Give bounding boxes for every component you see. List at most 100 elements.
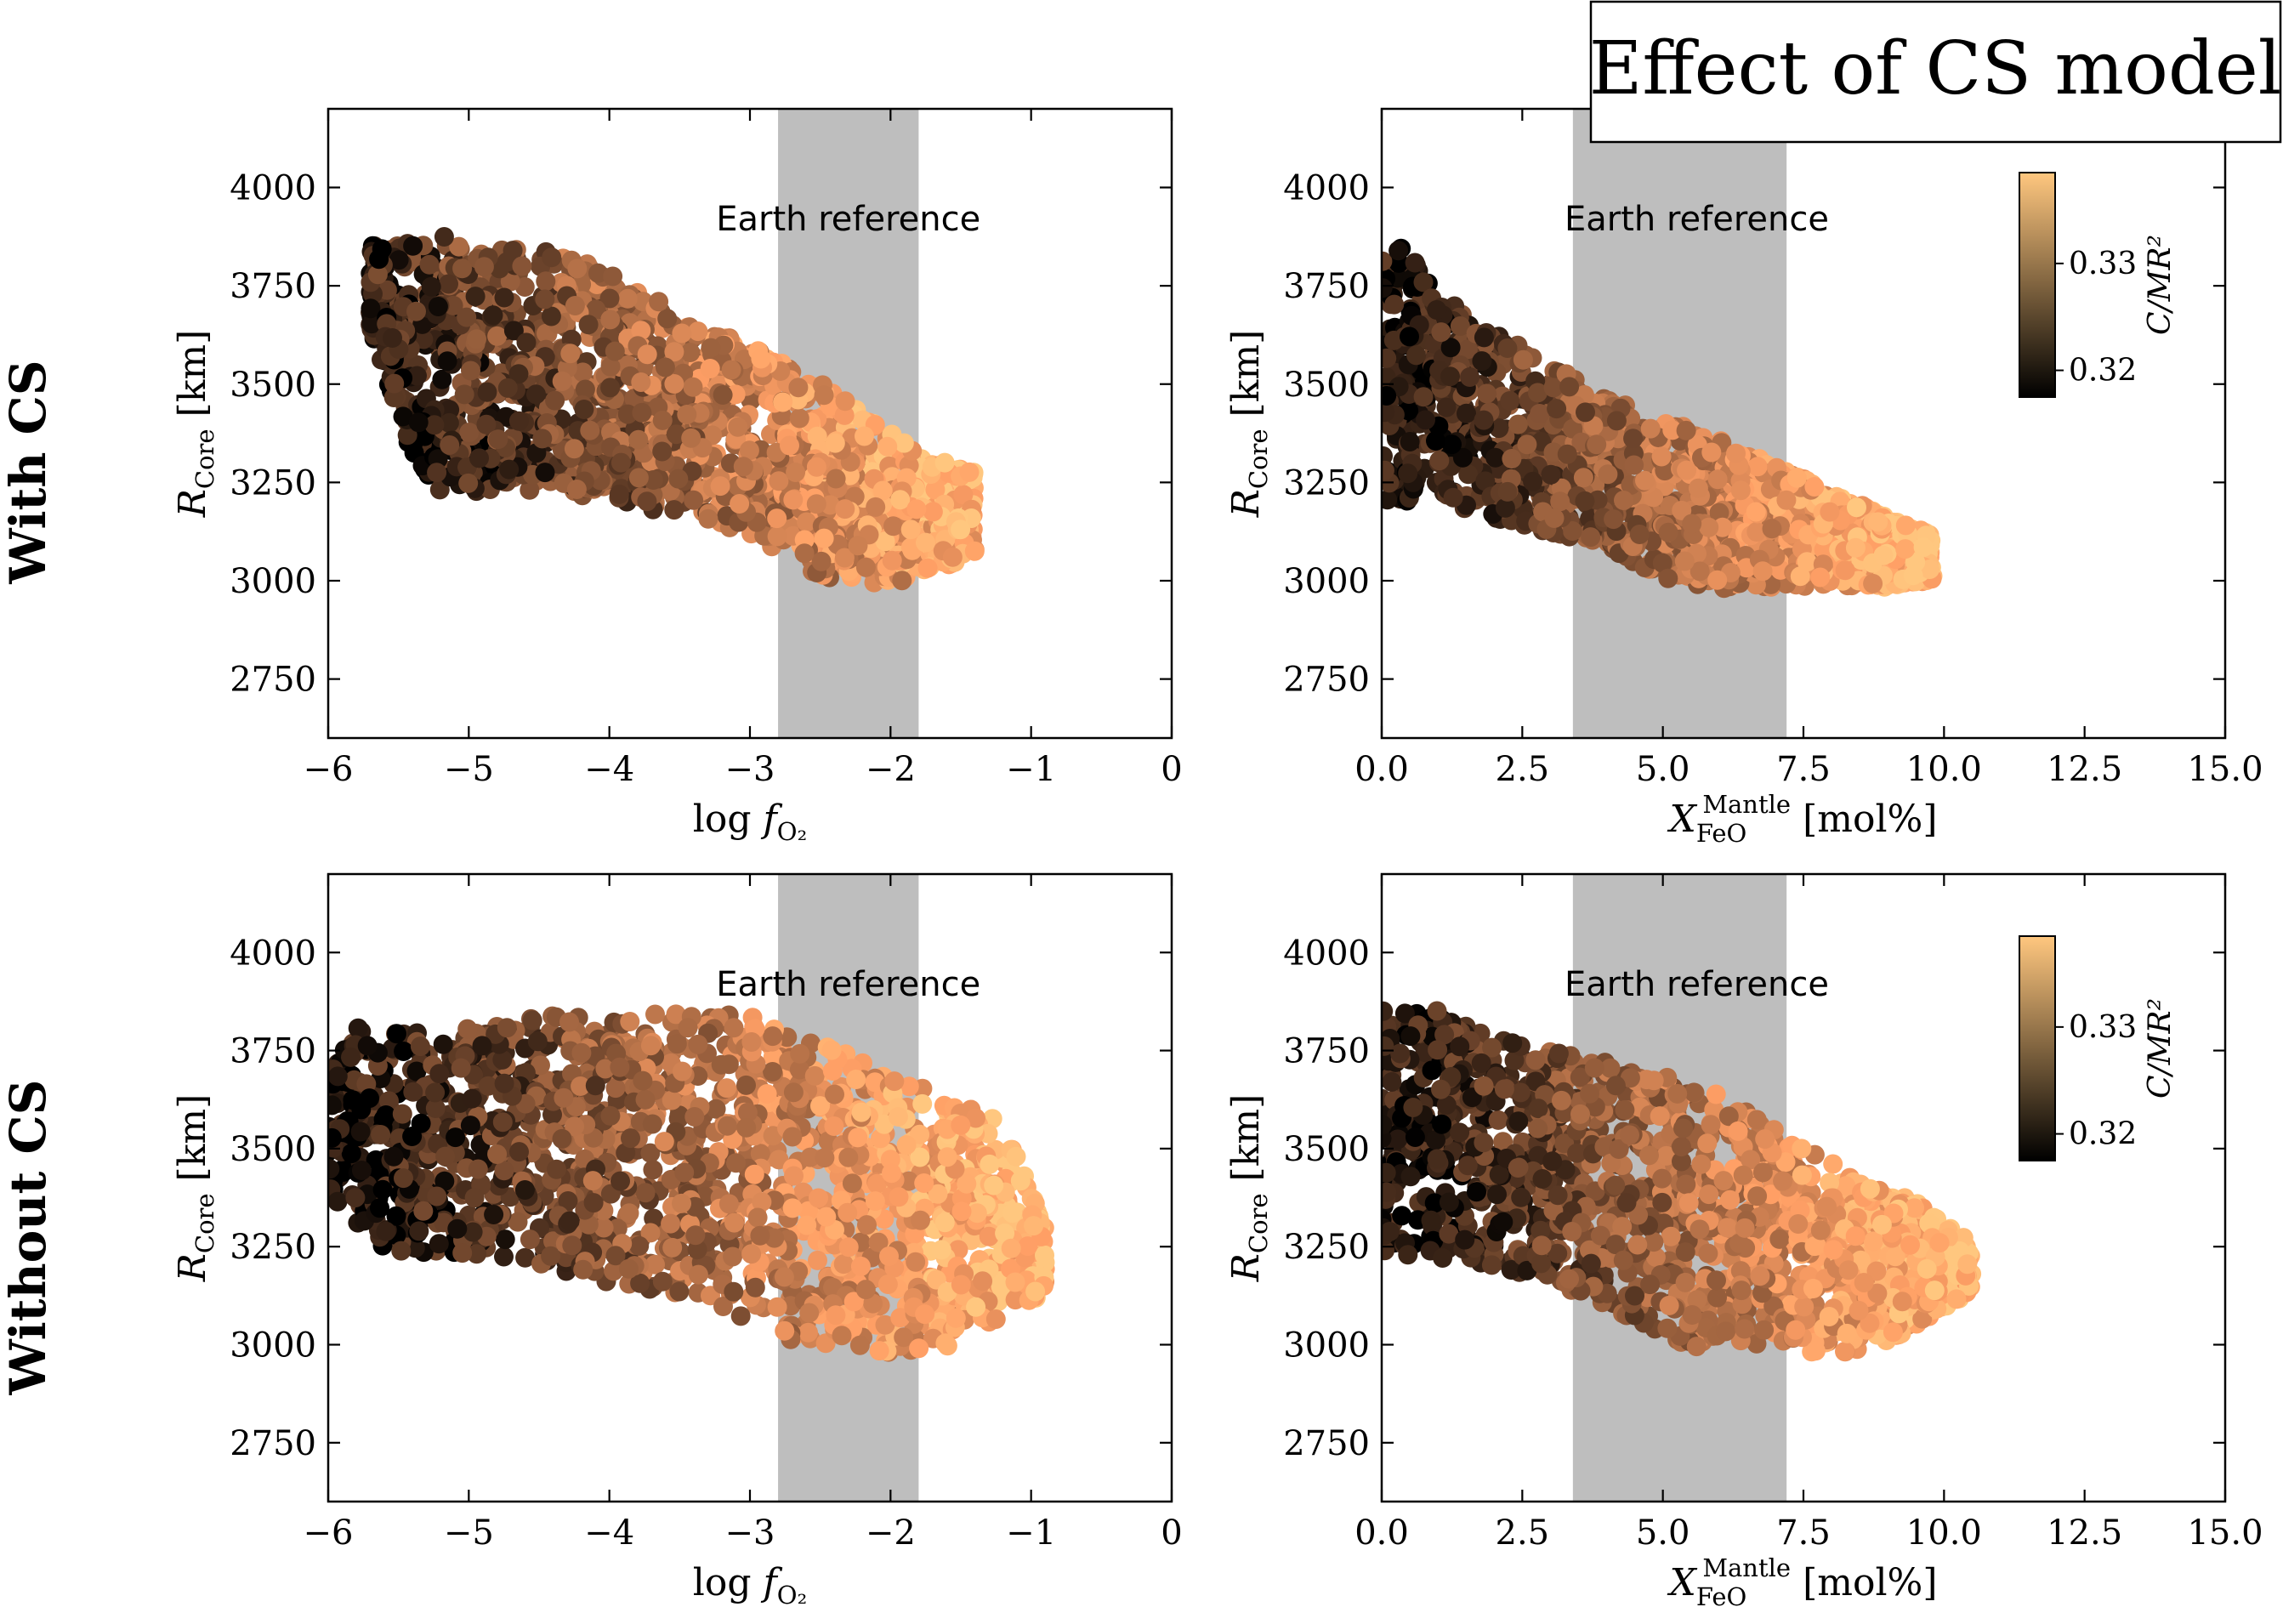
scatter-point <box>1382 348 1397 368</box>
scatter-point <box>794 543 815 564</box>
scatter-point <box>542 247 562 268</box>
scatter-point <box>1406 345 1427 366</box>
scatter-point <box>1502 449 1522 468</box>
scatter-point <box>1440 338 1461 358</box>
scatter-point <box>630 1273 650 1293</box>
scatter-point <box>406 1061 427 1082</box>
scatter-point <box>899 1076 919 1097</box>
scatter-point <box>1905 552 1926 572</box>
x-tick-label: −2 <box>866 750 916 789</box>
scatter-point <box>916 532 935 553</box>
scatter-point <box>937 1147 957 1167</box>
scatter-point <box>928 1184 948 1204</box>
x-tick-label: −1 <box>1006 750 1056 789</box>
scatter-point <box>872 480 893 501</box>
scatter-point <box>487 326 508 346</box>
scatter-point <box>883 516 903 537</box>
scatter-point <box>565 296 585 315</box>
scatter-point <box>631 321 651 341</box>
scatter-point <box>721 360 741 380</box>
scatter-points <box>361 227 985 593</box>
scatter-point <box>564 439 584 459</box>
scatter-point <box>372 1179 393 1200</box>
scatter-point <box>832 1326 852 1346</box>
scatter-point <box>1786 468 1807 488</box>
scatter-point <box>402 1127 423 1146</box>
scatter-point <box>1562 521 1582 541</box>
scatter-point <box>877 1275 898 1294</box>
scatter-point <box>1559 377 1580 397</box>
scatter-point <box>849 1335 870 1355</box>
scatter-point <box>1604 509 1624 530</box>
scatter-point <box>684 490 704 510</box>
scatter-point <box>763 1047 783 1067</box>
scatter-point <box>964 541 985 561</box>
scatter-point <box>1682 514 1702 534</box>
scatter-point <box>1460 367 1480 387</box>
scatter-point <box>389 250 409 270</box>
scatter-point <box>571 1042 592 1063</box>
scatter-point <box>393 406 413 427</box>
x-tick-label: 0 <box>1161 750 1182 789</box>
scatter-point <box>784 1166 804 1186</box>
scatter-point <box>580 420 600 440</box>
scatter-point <box>1674 551 1695 571</box>
scatter-point <box>1544 508 1565 528</box>
scatter-point <box>657 309 678 329</box>
scatter-point <box>890 490 911 510</box>
scatter-point <box>835 499 855 520</box>
scatter-point <box>427 463 447 483</box>
scatter-points <box>328 1004 1055 1362</box>
scatter-point <box>706 1099 726 1119</box>
scatter-point <box>497 378 518 398</box>
scatter-point <box>1382 460 1394 480</box>
scatter-point <box>1776 490 1797 510</box>
scatter-point <box>439 274 458 294</box>
scatter-point <box>429 1064 450 1084</box>
scatter-point <box>1429 451 1450 471</box>
scatter-point <box>739 440 759 461</box>
scatter-point <box>619 1203 639 1224</box>
scatter-point <box>814 385 834 406</box>
scatter-point <box>458 473 479 493</box>
scatter-point <box>894 1327 914 1348</box>
scatter-point <box>1035 1245 1054 1265</box>
scatter-point <box>351 1161 372 1180</box>
scatter-point <box>497 1018 517 1038</box>
scatter-point <box>419 254 440 275</box>
scatter-point <box>1547 399 1567 419</box>
scatter-point <box>842 1173 862 1194</box>
scatter-point <box>1382 490 1398 510</box>
scatter-point <box>531 1055 550 1076</box>
scatter-point <box>1440 366 1460 387</box>
scatter-point <box>789 1059 809 1080</box>
scatter-point <box>1747 457 1768 477</box>
scatter-point <box>328 1095 342 1116</box>
scatter-point <box>640 1223 661 1243</box>
scatter-point <box>383 328 402 348</box>
scatter-point <box>1752 561 1773 582</box>
scatter-point <box>925 480 946 500</box>
scatter-point <box>559 1012 579 1032</box>
scatter-point <box>439 412 459 433</box>
scatter-point <box>664 342 684 362</box>
scatter-point <box>662 1090 682 1110</box>
scatter-point <box>640 1143 661 1163</box>
scatter-point <box>667 1034 687 1054</box>
scatter-point <box>628 429 649 450</box>
scatter-point <box>669 1281 690 1302</box>
scatter-point <box>467 1244 487 1264</box>
scatter-point <box>786 463 806 482</box>
scatter-point <box>811 551 832 571</box>
scatter-point <box>1868 512 1888 532</box>
scatter-point <box>443 295 463 315</box>
scatter-point <box>643 470 663 490</box>
y-axis-label: RCore [km] <box>1224 330 1273 519</box>
y-tick-label: 2750 <box>230 661 316 700</box>
scatter-point <box>1614 491 1633 510</box>
scatter-point <box>649 292 669 312</box>
scatter-point <box>855 426 874 446</box>
scatter-point <box>432 369 452 389</box>
scatter-point <box>769 471 789 491</box>
scatter-point <box>1651 446 1672 467</box>
